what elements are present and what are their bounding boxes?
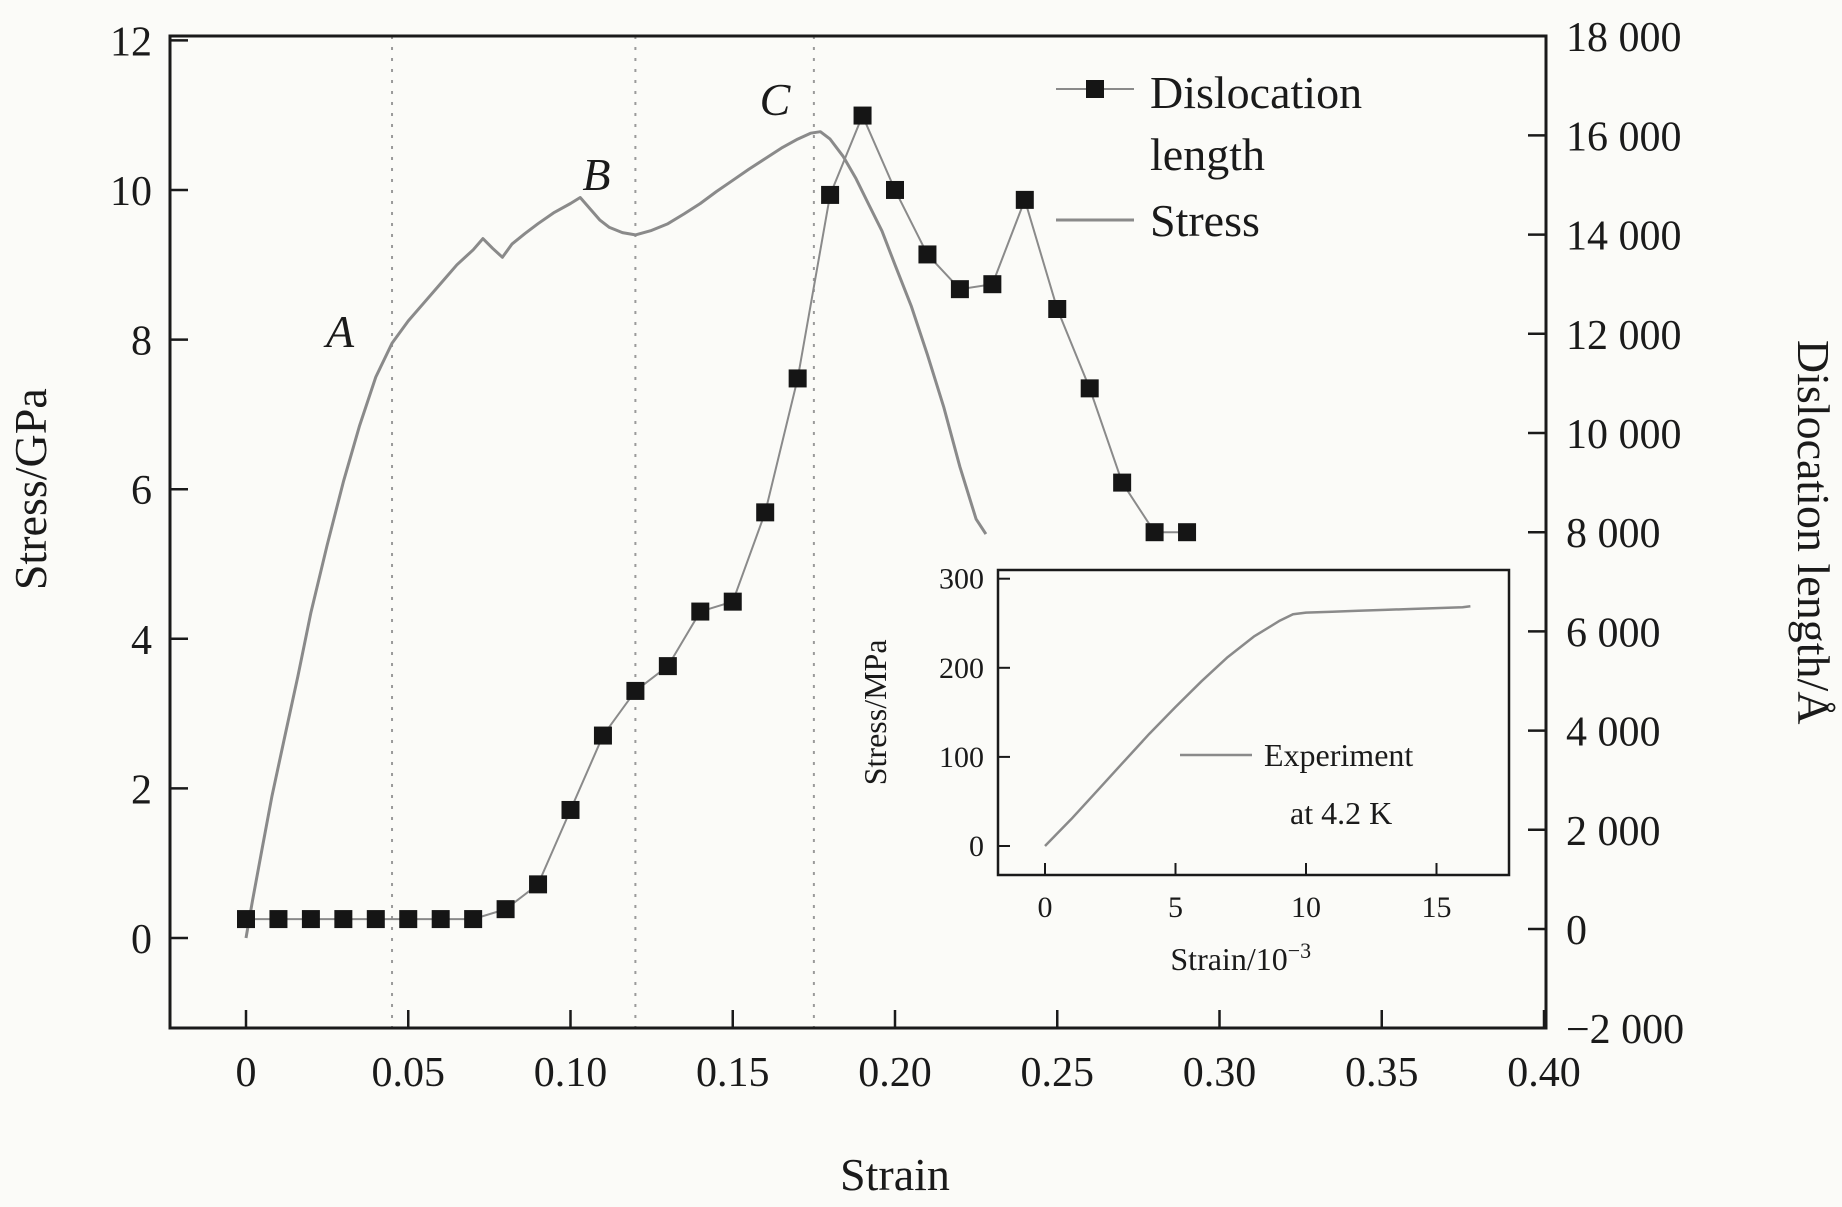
- dislocation-marker: [788, 369, 807, 388]
- dislocation-marker: [1113, 473, 1132, 492]
- left-y-tick-label: 4: [131, 618, 152, 664]
- inset-y-tick-label: 200: [939, 652, 984, 685]
- x-tick-label: 0.05: [372, 1050, 446, 1096]
- dislocation-marker: [237, 910, 255, 929]
- left-y-tick-label: 8: [131, 319, 152, 365]
- inset-x-axis-title: Strain/10−3: [1170, 938, 1311, 977]
- dislocation-marker: [269, 910, 288, 929]
- left-y-tick-label: 6: [131, 468, 152, 514]
- dislocation-marker: [723, 592, 742, 611]
- dislocation-marker: [1048, 300, 1067, 318]
- annotation-A: A: [323, 306, 355, 357]
- inset-legend-label: at 4.2 K: [1290, 795, 1392, 831]
- right-y-tick-label: 12 000: [1566, 313, 1682, 359]
- inset-frame: [996, 568, 1511, 877]
- dislocation-marker: [366, 910, 385, 929]
- right-y-tick-label: 18 000: [1566, 15, 1682, 61]
- right-y-tick-label: 6 000: [1566, 610, 1661, 656]
- dislocation-marker: [301, 910, 320, 929]
- dislocation-marker: [1145, 523, 1164, 542]
- left-y-tick-label: 10: [110, 169, 152, 215]
- annotation-B: B: [582, 149, 610, 200]
- right-y-tick-label: 14 000: [1566, 214, 1682, 260]
- x-tick-label: 0.20: [858, 1050, 932, 1096]
- dislocation-marker: [1015, 190, 1034, 209]
- left-y-tick-label: 12: [110, 19, 152, 65]
- dislocation-marker: [593, 726, 612, 745]
- dislocation-marker: [853, 106, 872, 125]
- dislocation-marker: [399, 910, 418, 929]
- right-y-axis-title: Dislocation length/Å: [1788, 340, 1839, 725]
- legend-label-dislocation: length: [1150, 129, 1265, 180]
- legend-label-stress: Stress: [1150, 195, 1260, 246]
- inset-experiment-curve: [1044, 605, 1471, 847]
- inset-x-tick-label: 10: [1291, 891, 1321, 924]
- stress-curve: [244, 130, 988, 939]
- dislocation-marker: [886, 180, 904, 199]
- x-tick-label: 0.35: [1345, 1050, 1419, 1096]
- legend-label-dislocation: Dislocation: [1150, 67, 1362, 118]
- dislocation-marker: [431, 910, 450, 929]
- x-tick-label: 0.15: [696, 1050, 770, 1096]
- inset-y-tick-label: 0: [969, 830, 984, 863]
- x-tick-label: 0.25: [1021, 1050, 1095, 1096]
- right-y-tick-label: −2 000: [1566, 1007, 1684, 1053]
- dislocation-marker: [626, 681, 645, 700]
- dislocation-marker: [1178, 523, 1197, 542]
- right-y-tick-label: 16 000: [1566, 114, 1682, 160]
- right-y-tick-label: 8 000: [1566, 511, 1661, 557]
- x-tick-label: 0.40: [1507, 1050, 1581, 1096]
- inset-x-tick-label: 5: [1168, 891, 1183, 924]
- inset-legend-label: Experiment: [1264, 737, 1413, 773]
- dislocation-marker: [1080, 379, 1099, 398]
- left-y-tick-label: 0: [131, 917, 152, 963]
- x-axis-title: Strain: [840, 1149, 950, 1200]
- dislocation-marker: [561, 800, 580, 819]
- inset-y-tick-label: 300: [939, 563, 984, 596]
- annotation-C: C: [760, 74, 792, 125]
- legend-marker-square: [1086, 80, 1104, 98]
- right-y-tick-label: 4 000: [1566, 710, 1661, 756]
- dislocation-marker: [983, 275, 1002, 294]
- right-y-tick-label: 0: [1566, 908, 1587, 954]
- dislocation-marker: [756, 503, 775, 522]
- dislocation-marker: [464, 910, 483, 929]
- x-tick-label: 0: [236, 1050, 257, 1096]
- dislocation-marker: [658, 657, 677, 676]
- left-y-axis-title: Stress/GPa: [5, 388, 56, 590]
- inset-x-tick-label: 15: [1422, 891, 1452, 924]
- x-tick-label: 0.10: [534, 1050, 608, 1096]
- inset-x-tick-label: 0: [1038, 891, 1053, 924]
- right-y-tick-label: 10 000: [1566, 412, 1682, 458]
- x-tick-label: 0.30: [1183, 1050, 1257, 1096]
- inset-y-tick-label: 100: [939, 741, 984, 774]
- dislocation-marker: [950, 280, 969, 299]
- left-y-tick-label: 2: [131, 767, 152, 813]
- dislocation-marker: [691, 602, 710, 621]
- right-y-tick-label: 2 000: [1566, 809, 1661, 855]
- dislocation-marker: [334, 910, 353, 929]
- dislocation-marker: [918, 245, 937, 264]
- dislocation-marker: [821, 185, 840, 204]
- dislocation-marker: [529, 875, 548, 894]
- inset-y-axis-title: Stress/MPa: [857, 639, 893, 785]
- dislocation-marker: [496, 900, 515, 919]
